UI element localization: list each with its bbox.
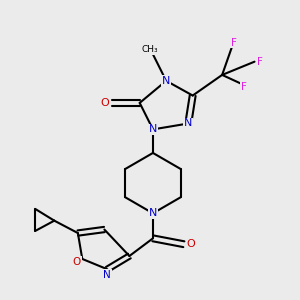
Text: N: N [162, 76, 170, 86]
Text: F: F [231, 38, 237, 47]
Text: O: O [187, 239, 196, 249]
Text: CH₃: CH₃ [142, 45, 158, 54]
Text: N: N [184, 118, 193, 128]
Text: F: F [257, 57, 263, 67]
Text: O: O [100, 98, 109, 108]
Text: O: O [73, 257, 81, 267]
Text: N: N [149, 124, 157, 134]
Text: N: N [103, 269, 111, 280]
Text: F: F [241, 82, 247, 92]
Text: N: N [149, 208, 157, 218]
